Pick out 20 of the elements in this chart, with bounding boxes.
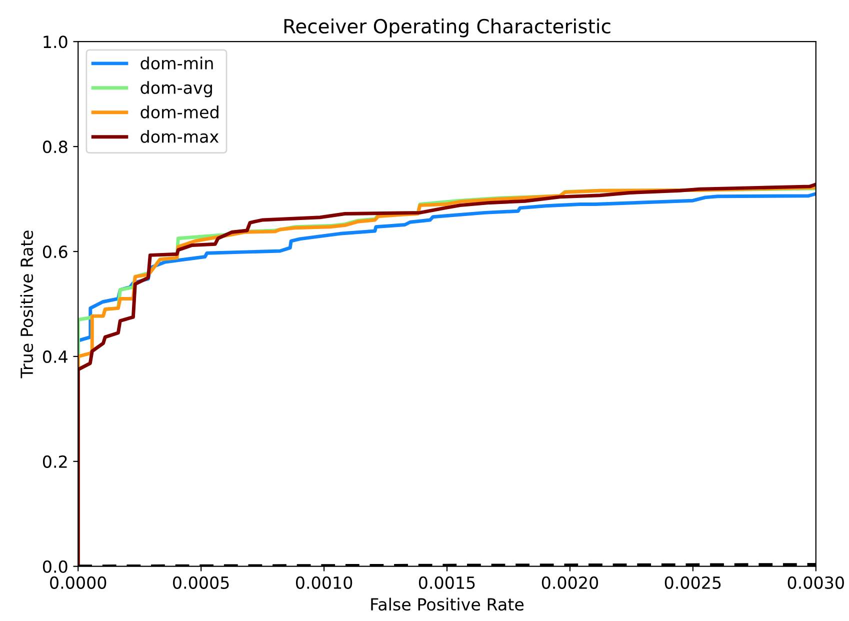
legend-label: dom-avg	[140, 81, 212, 98]
x-tick-label: 0.0025	[664, 576, 721, 589]
x-tick-label: 0.0015	[418, 576, 475, 589]
legend-label: dom-med	[140, 106, 218, 118]
y-axis-title: True Positive Rate	[20, 230, 34, 378]
y-tick-label: 0.8	[42, 140, 68, 154]
y-tick-label: 1.0	[44, 36, 68, 48]
legend-label: dom-min	[140, 56, 213, 70]
x-tick-label: 0.0005	[173, 576, 229, 589]
y-tick-label: 0.4	[42, 350, 68, 364]
y-tick-label: 0.6	[42, 245, 68, 258]
x-tick-label: 0.0000	[50, 576, 106, 589]
y-tick-label: 0.2	[42, 455, 67, 468]
legend-label: dom-max	[140, 130, 219, 143]
y-tick-label: 0.0	[42, 560, 68, 573]
chart-title: Receiver Operating Characteristic	[284, 18, 610, 38]
x-tick-label: 0.0010	[296, 576, 352, 589]
x-tick-label: 0.0030	[788, 576, 844, 589]
x-axis-title: False Positive Rate	[371, 598, 524, 611]
x-tick-label: 0.0020	[542, 576, 598, 589]
